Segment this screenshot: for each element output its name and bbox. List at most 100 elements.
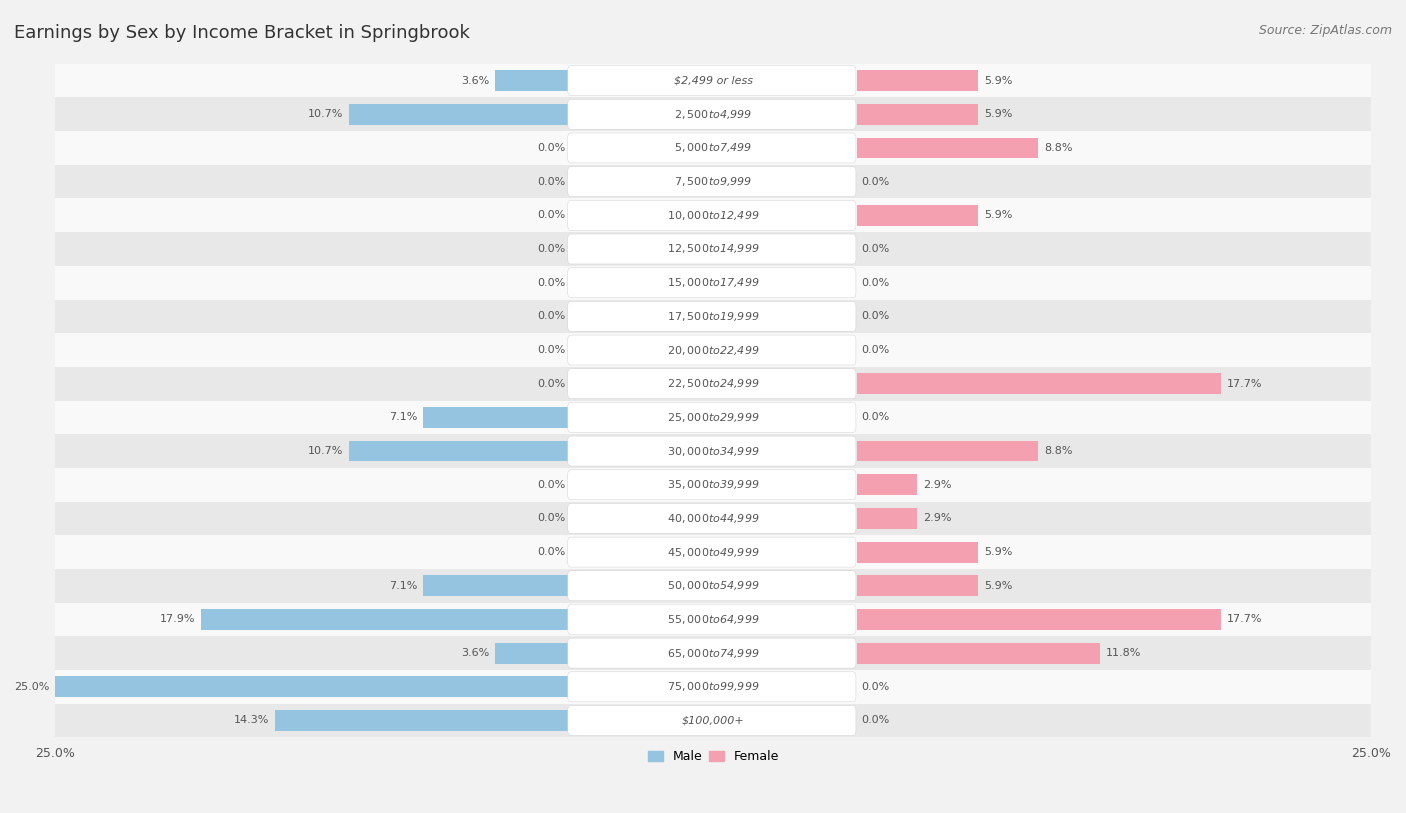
Text: 7.1%: 7.1% (389, 412, 418, 423)
Text: $30,000 to $34,999: $30,000 to $34,999 (666, 445, 759, 458)
Text: 8.8%: 8.8% (1045, 143, 1073, 153)
Text: 10.7%: 10.7% (308, 109, 343, 120)
FancyBboxPatch shape (568, 503, 856, 533)
Text: 14.3%: 14.3% (233, 715, 270, 725)
Text: 25.0%: 25.0% (14, 682, 49, 692)
Text: 11.8%: 11.8% (1107, 648, 1142, 658)
Text: $7,500 to $9,999: $7,500 to $9,999 (673, 175, 752, 188)
Text: $22,500 to $24,999: $22,500 to $24,999 (666, 377, 759, 390)
Text: 0.0%: 0.0% (537, 143, 565, 153)
Text: 0.0%: 0.0% (862, 412, 890, 423)
Bar (55, 367, 1371, 401)
Bar (858, 70, 979, 91)
Text: 0.0%: 0.0% (862, 715, 890, 725)
Bar (55, 165, 1371, 198)
Bar (55, 198, 1371, 233)
Text: 5.9%: 5.9% (984, 211, 1012, 220)
Text: $10,000 to $12,499: $10,000 to $12,499 (666, 209, 759, 222)
Bar (55, 266, 1371, 299)
Text: 0.0%: 0.0% (537, 176, 565, 187)
Text: $2,500 to $4,999: $2,500 to $4,999 (673, 108, 752, 121)
Text: $5,000 to $7,499: $5,000 to $7,499 (673, 141, 752, 154)
Text: 8.8%: 8.8% (1045, 446, 1073, 456)
Text: 0.0%: 0.0% (537, 244, 565, 254)
Bar (201, 609, 569, 630)
Bar (858, 642, 1099, 663)
FancyBboxPatch shape (568, 200, 856, 230)
Bar (55, 299, 1371, 333)
Text: $12,500 to $14,999: $12,500 to $14,999 (666, 242, 759, 255)
Text: 5.9%: 5.9% (984, 76, 1012, 85)
Text: 5.9%: 5.9% (984, 580, 1012, 591)
Text: $17,500 to $19,999: $17,500 to $19,999 (666, 310, 759, 323)
FancyBboxPatch shape (568, 302, 856, 332)
FancyBboxPatch shape (568, 267, 856, 298)
Bar (55, 670, 1371, 703)
Bar (423, 407, 569, 428)
Text: $20,000 to $22,499: $20,000 to $22,499 (666, 344, 759, 357)
Text: $2,499 or less: $2,499 or less (673, 76, 752, 85)
Bar (55, 468, 1371, 502)
Text: 0.0%: 0.0% (537, 311, 565, 321)
Bar (858, 541, 979, 563)
Text: $55,000 to $64,999: $55,000 to $64,999 (666, 613, 759, 626)
Bar (55, 434, 1371, 468)
Bar (858, 609, 1220, 630)
Text: 2.9%: 2.9% (922, 480, 952, 489)
Bar (55, 502, 1371, 535)
Bar (858, 576, 979, 596)
Bar (495, 70, 569, 91)
Bar (55, 333, 1371, 367)
Text: $25,000 to $29,999: $25,000 to $29,999 (666, 411, 759, 424)
Text: 3.6%: 3.6% (461, 648, 489, 658)
Text: 5.9%: 5.9% (984, 109, 1012, 120)
FancyBboxPatch shape (568, 133, 856, 163)
Bar (350, 104, 569, 124)
Text: 7.1%: 7.1% (389, 580, 418, 591)
FancyBboxPatch shape (568, 537, 856, 567)
Text: 0.0%: 0.0% (862, 278, 890, 288)
Bar (858, 508, 917, 528)
FancyBboxPatch shape (568, 470, 856, 500)
Text: 17.7%: 17.7% (1227, 379, 1263, 389)
Bar (858, 373, 1220, 394)
Bar (55, 98, 1371, 131)
Legend: Male, Female: Male, Female (643, 745, 785, 768)
Text: 0.0%: 0.0% (537, 379, 565, 389)
Bar (276, 710, 569, 731)
Text: $50,000 to $54,999: $50,000 to $54,999 (666, 579, 759, 592)
FancyBboxPatch shape (568, 706, 856, 736)
Text: 0.0%: 0.0% (862, 682, 890, 692)
FancyBboxPatch shape (568, 335, 856, 365)
Bar (858, 104, 979, 124)
FancyBboxPatch shape (568, 571, 856, 601)
Bar (858, 441, 1038, 462)
Bar (55, 703, 1371, 737)
Text: 0.0%: 0.0% (537, 547, 565, 557)
Bar (350, 441, 569, 462)
FancyBboxPatch shape (568, 99, 856, 129)
FancyBboxPatch shape (568, 167, 856, 197)
Text: $15,000 to $17,499: $15,000 to $17,499 (666, 276, 759, 289)
Text: 0.0%: 0.0% (537, 513, 565, 524)
Text: 17.9%: 17.9% (160, 615, 195, 624)
Bar (55, 535, 1371, 569)
Bar (858, 474, 917, 495)
Bar (858, 137, 1038, 159)
Text: 2.9%: 2.9% (922, 513, 952, 524)
Text: $100,000+: $100,000+ (682, 715, 745, 725)
Text: $45,000 to $49,999: $45,000 to $49,999 (666, 546, 759, 559)
Text: 0.0%: 0.0% (862, 311, 890, 321)
FancyBboxPatch shape (568, 436, 856, 466)
Text: Earnings by Sex by Income Bracket in Springbrook: Earnings by Sex by Income Bracket in Spr… (14, 24, 470, 42)
Text: 3.6%: 3.6% (461, 76, 489, 85)
FancyBboxPatch shape (568, 638, 856, 668)
Bar (423, 576, 569, 596)
Text: Source: ZipAtlas.com: Source: ZipAtlas.com (1258, 24, 1392, 37)
FancyBboxPatch shape (568, 672, 856, 702)
Text: 0.0%: 0.0% (537, 345, 565, 355)
FancyBboxPatch shape (568, 402, 856, 433)
Text: 5.9%: 5.9% (984, 547, 1012, 557)
Text: 17.7%: 17.7% (1227, 615, 1263, 624)
Text: 0.0%: 0.0% (862, 244, 890, 254)
